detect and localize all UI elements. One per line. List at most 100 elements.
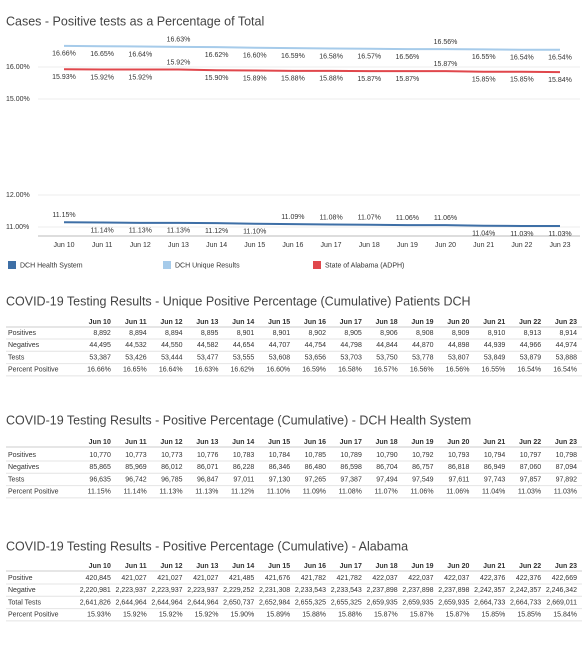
table-cell: 16.56% bbox=[446, 367, 470, 374]
column-header: Jun 22 bbox=[519, 563, 541, 570]
table-cell: 44,974 bbox=[556, 342, 578, 349]
column-header: Jun 11 bbox=[125, 319, 147, 326]
table-cell: 44,582 bbox=[197, 342, 219, 349]
data-label: 11.10% bbox=[243, 229, 266, 236]
table-cell: 16.63% bbox=[195, 367, 219, 374]
table-cell: 421,485 bbox=[229, 575, 254, 582]
data-label: 16.56% bbox=[434, 39, 458, 46]
table-cell: 421,027 bbox=[121, 575, 146, 582]
x-tick-label: Jun 23 bbox=[549, 242, 570, 249]
table-cell: 8,901 bbox=[237, 330, 255, 337]
table-cell: 15.87% bbox=[410, 612, 434, 619]
table-cell: 8,892 bbox=[93, 330, 111, 337]
table-cell: 86,228 bbox=[233, 464, 255, 471]
table-cell: 10,783 bbox=[233, 452, 255, 459]
column-header: Jun 17 bbox=[340, 563, 362, 570]
table-cell: 53,778 bbox=[412, 354, 434, 361]
table-cell: 85,865 bbox=[89, 464, 111, 471]
x-tick-label: Jun 13 bbox=[168, 242, 189, 249]
column-header: Jun 23 bbox=[555, 439, 577, 446]
table-cell: 53,888 bbox=[556, 354, 578, 361]
table-title: COVID-19 Testing Results - Unique Positi… bbox=[6, 294, 471, 308]
table-cell: 2,223,937 bbox=[116, 587, 147, 594]
legend-swatch bbox=[8, 261, 16, 269]
row-label: Positive bbox=[8, 575, 33, 582]
data-label: 11.13% bbox=[167, 228, 190, 235]
table-cell: 44,532 bbox=[125, 342, 147, 349]
legend-label: DCH Unique Results bbox=[175, 262, 240, 269]
table-cell: 15.92% bbox=[123, 612, 147, 619]
data-label: 16.56% bbox=[396, 54, 420, 61]
data-label: 16.65% bbox=[90, 51, 114, 58]
data-label: 11.04% bbox=[472, 231, 495, 238]
table-cell: 97,011 bbox=[233, 476, 254, 483]
table-cell: 15.92% bbox=[195, 612, 219, 619]
table-cell: 53,807 bbox=[448, 354, 470, 361]
table-cell: 422,037 bbox=[408, 575, 433, 582]
table-cell: 8,913 bbox=[524, 330, 542, 337]
y-tick-label: 12.00% bbox=[6, 192, 30, 199]
column-header: Jun 19 bbox=[411, 563, 433, 570]
table-cell: 2,664,733 bbox=[510, 599, 541, 606]
x-tick-label: Jun 15 bbox=[244, 242, 265, 249]
table-cell: 16.54% bbox=[517, 367, 541, 374]
table-cell: 97,265 bbox=[305, 476, 327, 483]
data-label: 15.93% bbox=[52, 74, 76, 81]
table-cell: 2,669,011 bbox=[546, 599, 577, 606]
table-cell: 420,845 bbox=[86, 575, 111, 582]
table-cell: 10,776 bbox=[197, 452, 219, 459]
table-cell: 2,242,357 bbox=[474, 587, 505, 594]
table-cell: 85,969 bbox=[125, 464, 147, 471]
row-label: Tests bbox=[8, 354, 25, 361]
column-header: Jun 15 bbox=[268, 319, 290, 326]
table-cell: 87,094 bbox=[556, 464, 578, 471]
table-cell: 44,939 bbox=[484, 342, 506, 349]
data-label: 15.85% bbox=[510, 77, 534, 84]
data-label: 15.84% bbox=[548, 77, 572, 84]
column-header: Jun 16 bbox=[304, 563, 326, 570]
table-cell: 11.07% bbox=[374, 489, 397, 496]
row-label: Negatives bbox=[8, 342, 40, 349]
column-header: Jun 23 bbox=[555, 563, 577, 570]
table-cell: 2,659,935 bbox=[402, 599, 433, 606]
row-label: Negative bbox=[8, 587, 36, 594]
table-cell: 53,477 bbox=[197, 354, 219, 361]
table-cell: 2,655,325 bbox=[295, 599, 326, 606]
data-label: 15.92% bbox=[90, 74, 114, 81]
x-tick-label: Jun 17 bbox=[321, 242, 342, 249]
data-label: 11.06% bbox=[434, 215, 457, 222]
table-cell: 11.15% bbox=[88, 489, 111, 496]
table-cell: 53,656 bbox=[305, 354, 327, 361]
x-tick-label: Jun 12 bbox=[130, 242, 151, 249]
table-cell: 421,782 bbox=[301, 575, 326, 582]
table-cell: 86,012 bbox=[161, 464, 183, 471]
table-cell: 422,376 bbox=[480, 575, 505, 582]
table-cell: 86,704 bbox=[376, 464, 398, 471]
table-cell: 44,654 bbox=[233, 342, 255, 349]
table-cell: 2,664,733 bbox=[474, 599, 505, 606]
table-cell: 15.87% bbox=[374, 612, 398, 619]
column-header: Jun 20 bbox=[447, 563, 469, 570]
data-label: 15.87% bbox=[396, 76, 420, 83]
table-cell: 86,757 bbox=[412, 464, 434, 471]
table-cell: 11.10% bbox=[267, 489, 290, 496]
table-cell: 16.62% bbox=[231, 367, 255, 374]
row-label: Percent Positive bbox=[8, 489, 59, 496]
row-label: Positives bbox=[8, 452, 37, 459]
table-cell: 15.88% bbox=[302, 612, 326, 619]
data-label: 16.55% bbox=[472, 54, 496, 61]
data-label: 11.06% bbox=[396, 215, 419, 222]
table-title: COVID-19 Testing Results - Positive Perc… bbox=[6, 413, 471, 427]
data-label: 16.54% bbox=[548, 55, 572, 62]
table-cell: 96,635 bbox=[89, 476, 111, 483]
table-cell: 96,847 bbox=[197, 476, 219, 483]
legend-swatch bbox=[163, 261, 171, 269]
table-cell: 11.04% bbox=[482, 489, 505, 496]
table-cell: 8,901 bbox=[273, 330, 291, 337]
data-label: 16.64% bbox=[128, 51, 152, 58]
legend-label: State of Alabama (ADPH) bbox=[325, 262, 404, 269]
table-cell: 16.66% bbox=[87, 367, 111, 374]
table-cell: 2,237,898 bbox=[402, 587, 433, 594]
table-cell: 10,773 bbox=[125, 452, 147, 459]
